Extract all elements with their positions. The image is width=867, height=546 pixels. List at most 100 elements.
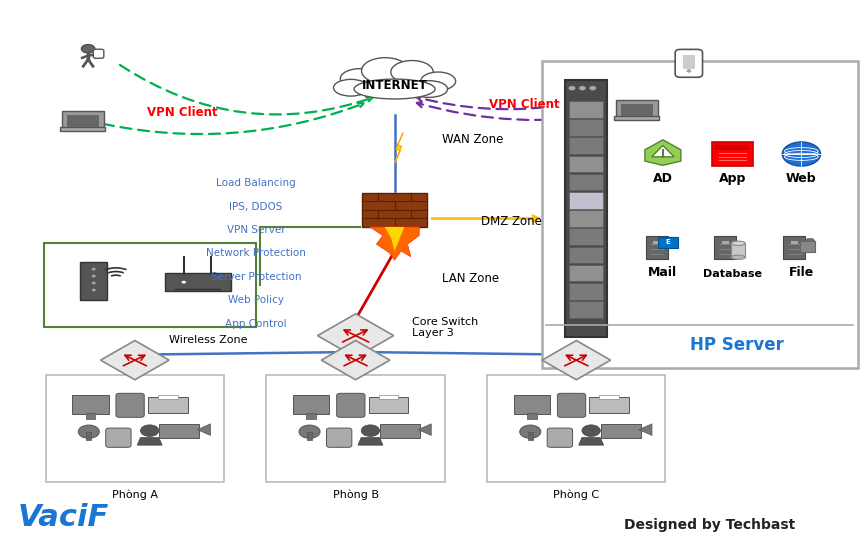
FancyBboxPatch shape <box>62 111 103 129</box>
FancyBboxPatch shape <box>569 210 603 227</box>
Circle shape <box>78 425 100 438</box>
FancyBboxPatch shape <box>542 61 857 369</box>
Text: LAN Zone: LAN Zone <box>442 272 499 285</box>
Ellipse shape <box>362 58 409 84</box>
FancyBboxPatch shape <box>380 424 420 438</box>
FancyBboxPatch shape <box>514 395 550 414</box>
FancyBboxPatch shape <box>94 49 104 58</box>
Text: Phòng B: Phòng B <box>333 490 379 500</box>
FancyBboxPatch shape <box>86 432 91 440</box>
Text: AD: AD <box>653 173 673 186</box>
Text: WAN Zone: WAN Zone <box>442 133 504 146</box>
Text: Phòng A: Phòng A <box>112 490 158 500</box>
FancyBboxPatch shape <box>293 395 329 414</box>
Ellipse shape <box>731 241 746 245</box>
Polygon shape <box>137 437 162 445</box>
FancyBboxPatch shape <box>67 115 99 127</box>
Circle shape <box>582 425 600 436</box>
Ellipse shape <box>420 72 456 90</box>
FancyBboxPatch shape <box>721 241 728 244</box>
Circle shape <box>92 275 95 277</box>
Circle shape <box>140 425 159 436</box>
Text: DMZ Zone: DMZ Zone <box>481 215 542 228</box>
Circle shape <box>687 70 691 72</box>
Text: Phòng C: Phòng C <box>553 490 599 500</box>
FancyBboxPatch shape <box>569 265 603 281</box>
FancyBboxPatch shape <box>599 395 619 399</box>
Polygon shape <box>418 424 431 435</box>
Polygon shape <box>385 227 404 251</box>
Ellipse shape <box>334 79 368 96</box>
FancyBboxPatch shape <box>714 236 736 259</box>
FancyBboxPatch shape <box>658 237 678 248</box>
Ellipse shape <box>341 69 381 88</box>
Ellipse shape <box>731 255 746 259</box>
FancyBboxPatch shape <box>165 272 231 291</box>
Text: File: File <box>789 266 814 279</box>
FancyBboxPatch shape <box>327 428 352 447</box>
Circle shape <box>362 425 380 436</box>
Polygon shape <box>800 239 815 241</box>
FancyBboxPatch shape <box>80 262 108 300</box>
FancyBboxPatch shape <box>616 100 657 118</box>
FancyBboxPatch shape <box>715 145 749 150</box>
Text: Wireless Zone: Wireless Zone <box>169 335 248 345</box>
Text: App Control: App Control <box>225 319 287 329</box>
FancyBboxPatch shape <box>569 174 603 191</box>
Circle shape <box>569 86 576 90</box>
Circle shape <box>590 86 596 90</box>
FancyBboxPatch shape <box>569 156 603 172</box>
FancyBboxPatch shape <box>160 424 199 438</box>
FancyBboxPatch shape <box>784 236 805 259</box>
Text: VaciF: VaciF <box>18 503 109 532</box>
FancyBboxPatch shape <box>72 395 108 414</box>
Text: Load Balancing: Load Balancing <box>216 178 296 188</box>
FancyBboxPatch shape <box>336 393 365 417</box>
Text: VPN Client: VPN Client <box>147 106 218 119</box>
Polygon shape <box>639 424 652 435</box>
Text: VPN Client: VPN Client <box>489 98 560 111</box>
Polygon shape <box>542 341 610 380</box>
FancyBboxPatch shape <box>615 116 660 120</box>
Circle shape <box>579 86 586 90</box>
FancyBboxPatch shape <box>158 395 178 399</box>
Ellipse shape <box>410 81 447 97</box>
Circle shape <box>181 281 186 283</box>
FancyBboxPatch shape <box>528 432 533 440</box>
FancyBboxPatch shape <box>379 395 398 399</box>
FancyBboxPatch shape <box>569 301 603 318</box>
FancyBboxPatch shape <box>266 375 445 482</box>
Text: Web Policy: Web Policy <box>228 295 284 305</box>
FancyBboxPatch shape <box>731 243 746 257</box>
Circle shape <box>782 142 820 166</box>
FancyBboxPatch shape <box>621 104 653 116</box>
Circle shape <box>662 156 664 158</box>
FancyBboxPatch shape <box>569 192 603 209</box>
FancyBboxPatch shape <box>569 101 603 117</box>
Circle shape <box>92 289 95 291</box>
FancyBboxPatch shape <box>61 127 106 131</box>
Polygon shape <box>101 341 169 380</box>
FancyBboxPatch shape <box>306 413 316 419</box>
FancyBboxPatch shape <box>487 375 666 482</box>
Text: Server Protection: Server Protection <box>211 272 302 282</box>
Text: HP Server: HP Server <box>689 336 784 354</box>
Polygon shape <box>317 314 394 358</box>
FancyBboxPatch shape <box>307 432 312 440</box>
FancyBboxPatch shape <box>590 397 629 413</box>
Text: Web: Web <box>786 173 817 186</box>
Text: Core Switch
Layer 3: Core Switch Layer 3 <box>412 317 478 339</box>
FancyBboxPatch shape <box>86 413 95 419</box>
Circle shape <box>92 268 95 270</box>
FancyBboxPatch shape <box>44 243 256 328</box>
Polygon shape <box>578 437 603 445</box>
FancyBboxPatch shape <box>601 424 641 438</box>
Text: IPS, DDOS: IPS, DDOS <box>230 201 283 211</box>
FancyBboxPatch shape <box>362 193 427 227</box>
FancyBboxPatch shape <box>569 138 603 154</box>
Text: App: App <box>719 173 746 186</box>
Polygon shape <box>370 227 420 260</box>
FancyBboxPatch shape <box>148 397 187 413</box>
FancyBboxPatch shape <box>557 393 586 417</box>
Circle shape <box>519 425 541 438</box>
